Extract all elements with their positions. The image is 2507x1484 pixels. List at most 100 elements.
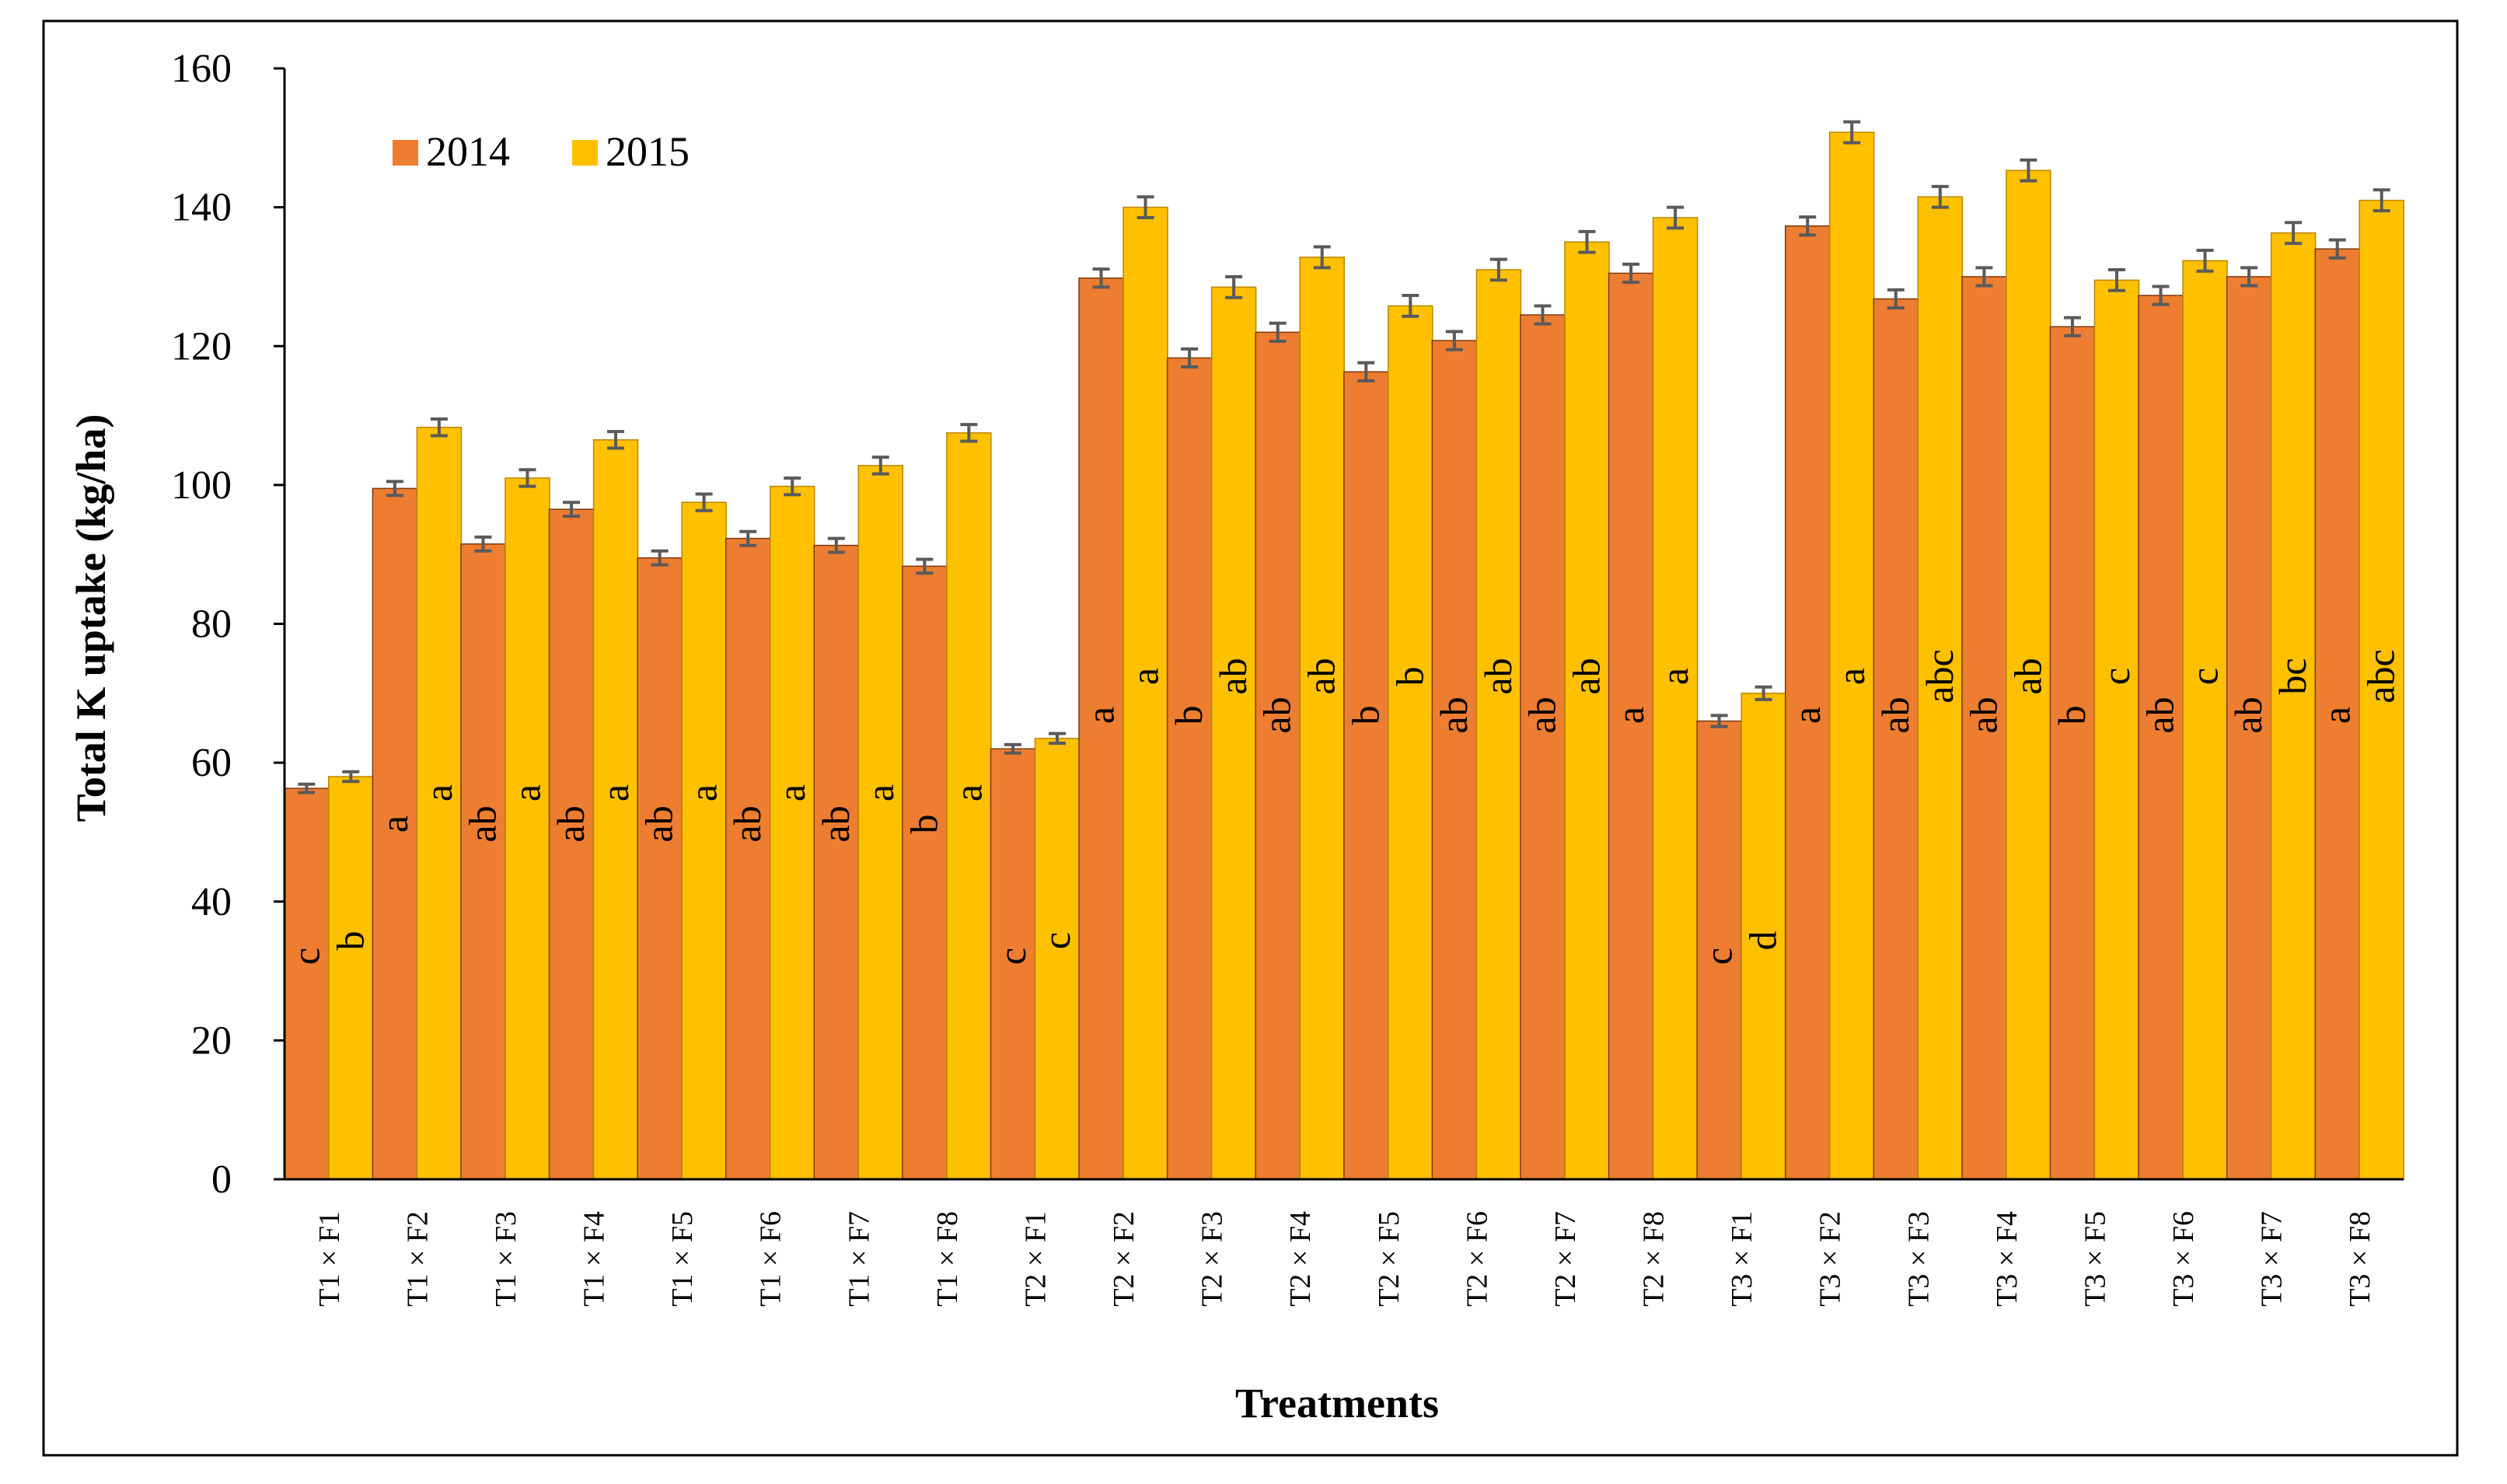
error-bar bbox=[827, 536, 845, 554]
y-tick-label: 120 bbox=[171, 324, 232, 368]
significance-letter: abc bbox=[2359, 649, 2403, 703]
error-bar bbox=[1181, 347, 1199, 369]
bar-2015-10 bbox=[1123, 206, 1168, 1180]
error-bar bbox=[1048, 732, 1066, 745]
bars bbox=[284, 131, 2404, 1180]
category-label: T2 × F8 bbox=[1638, 1211, 1671, 1307]
significance-letter: a bbox=[593, 784, 637, 801]
y-tick-label: 140 bbox=[171, 186, 232, 230]
error-bar bbox=[519, 468, 536, 488]
legend-swatch-2014 bbox=[393, 140, 418, 166]
bar-2014-5 bbox=[637, 557, 683, 1180]
category-label: T1 × F5 bbox=[666, 1211, 699, 1307]
significance-letter: a bbox=[505, 784, 548, 801]
category-label: T1 × F6 bbox=[755, 1211, 787, 1307]
significance-letter: a bbox=[417, 784, 460, 801]
error-bar bbox=[1225, 274, 1243, 299]
error-bar bbox=[1799, 215, 1817, 237]
bar-2014-1 bbox=[284, 787, 330, 1180]
bar-2014-21 bbox=[2049, 326, 2096, 1180]
chart-frame bbox=[42, 19, 2459, 1457]
significance-letter: c bbox=[990, 948, 1034, 965]
error-bar bbox=[2196, 248, 2214, 273]
category-labels: T1 × F1 T1 × F2 T1 × F3 T1 × F4 T1 × F5 T1 × … bbox=[313, 1211, 2376, 1307]
bar-2015-21 bbox=[2093, 279, 2140, 1180]
y-axis-title: Total K uptake (kg/ha) bbox=[68, 414, 114, 822]
category-label: T3 × F1 bbox=[1726, 1211, 1758, 1307]
significance-letter: a bbox=[858, 784, 902, 801]
significance-letter: b bbox=[2050, 706, 2093, 725]
category-label: T3 × F2 bbox=[1814, 1211, 1847, 1307]
significance-letter: ab bbox=[1961, 697, 2005, 733]
error-bar bbox=[651, 549, 669, 567]
error-bar bbox=[695, 492, 713, 512]
bar-2014-20 bbox=[1961, 276, 2007, 1180]
bar-2015-6 bbox=[769, 485, 815, 1180]
significance-letter: a bbox=[770, 784, 813, 801]
significance-letter: ab bbox=[1432, 697, 1475, 733]
error-bar bbox=[916, 557, 934, 575]
bar-2015-18 bbox=[1828, 131, 1875, 1180]
error-bar bbox=[1004, 742, 1021, 755]
error-bar bbox=[1843, 120, 1861, 145]
category-label: T2 × F1 bbox=[1019, 1211, 1052, 1307]
error-bar bbox=[607, 430, 625, 450]
bar-2014-10 bbox=[1078, 277, 1124, 1180]
error-bar bbox=[1534, 304, 1552, 326]
error-bar bbox=[1622, 262, 1640, 285]
bar-2014-4 bbox=[548, 508, 595, 1180]
category-label: T3 × F6 bbox=[2167, 1211, 2200, 1307]
bar-2015-16 bbox=[1652, 217, 1699, 1180]
significance-letter: ab bbox=[1476, 658, 1520, 694]
bar-2014-18 bbox=[1784, 225, 1831, 1180]
category-label: T3 × F3 bbox=[1902, 1211, 1935, 1307]
error-bar bbox=[1445, 330, 1463, 351]
bar-2014-15 bbox=[1520, 314, 1566, 1180]
significance-letter: bc bbox=[2271, 658, 2314, 694]
error-bar bbox=[739, 529, 757, 547]
significance-letter: abc bbox=[1918, 649, 1961, 703]
error-bar bbox=[1402, 294, 1419, 318]
error-bar bbox=[474, 535, 492, 553]
error-bar bbox=[1489, 257, 1507, 282]
significance-letter: a bbox=[946, 784, 990, 801]
significance-letter: ab bbox=[2006, 658, 2049, 694]
y-tick-label: 40 bbox=[191, 880, 232, 924]
error-bar bbox=[1887, 288, 1905, 310]
significance-letter: ab bbox=[1211, 658, 1255, 694]
bar-2015-22 bbox=[2182, 260, 2228, 1180]
significance-letter: ab bbox=[1873, 697, 1917, 733]
significance-letter: a bbox=[2315, 707, 2359, 724]
category-label: T2 × F5 bbox=[1373, 1211, 1405, 1307]
y-ticks: 0 20 40 60 80 100 120 140 160 bbox=[171, 47, 285, 1202]
significance-letter: a bbox=[1079, 707, 1123, 724]
error-bar bbox=[2152, 285, 2170, 306]
legend-label-2015: 2015 bbox=[606, 128, 690, 175]
legend-swatch-2015 bbox=[572, 140, 598, 166]
significance-letter: ab bbox=[1255, 697, 1299, 733]
error-bar bbox=[1092, 267, 1110, 289]
error-bar bbox=[2240, 266, 2258, 288]
category-label: T3 × F8 bbox=[2344, 1211, 2376, 1307]
significance-letter: b bbox=[1167, 706, 1210, 725]
category-label: T1 × F7 bbox=[843, 1211, 875, 1307]
category-label: T1 × F2 bbox=[401, 1211, 434, 1307]
significance-letter: ab bbox=[814, 805, 857, 842]
significance-letter: ab bbox=[1520, 697, 1563, 733]
error-bar bbox=[563, 501, 581, 519]
bar-2014-6 bbox=[725, 537, 771, 1180]
significance-letter: a bbox=[1608, 707, 1652, 724]
significance-letter: ab bbox=[637, 805, 681, 842]
bar-2014-8 bbox=[902, 565, 948, 1180]
category-label: T2 × F4 bbox=[1284, 1211, 1317, 1307]
significance-letter: ab bbox=[2139, 697, 2182, 733]
y-tick-label: 160 bbox=[171, 47, 232, 91]
significance-letter: ab bbox=[725, 805, 769, 842]
legend: 2014 2015 bbox=[393, 128, 690, 175]
bar-2015-12 bbox=[1299, 257, 1345, 1180]
bar-2014-13 bbox=[1343, 371, 1389, 1180]
category-label: T1 × F4 bbox=[578, 1211, 611, 1307]
error-bar bbox=[2373, 188, 2390, 213]
bar-2015-1 bbox=[328, 776, 374, 1180]
